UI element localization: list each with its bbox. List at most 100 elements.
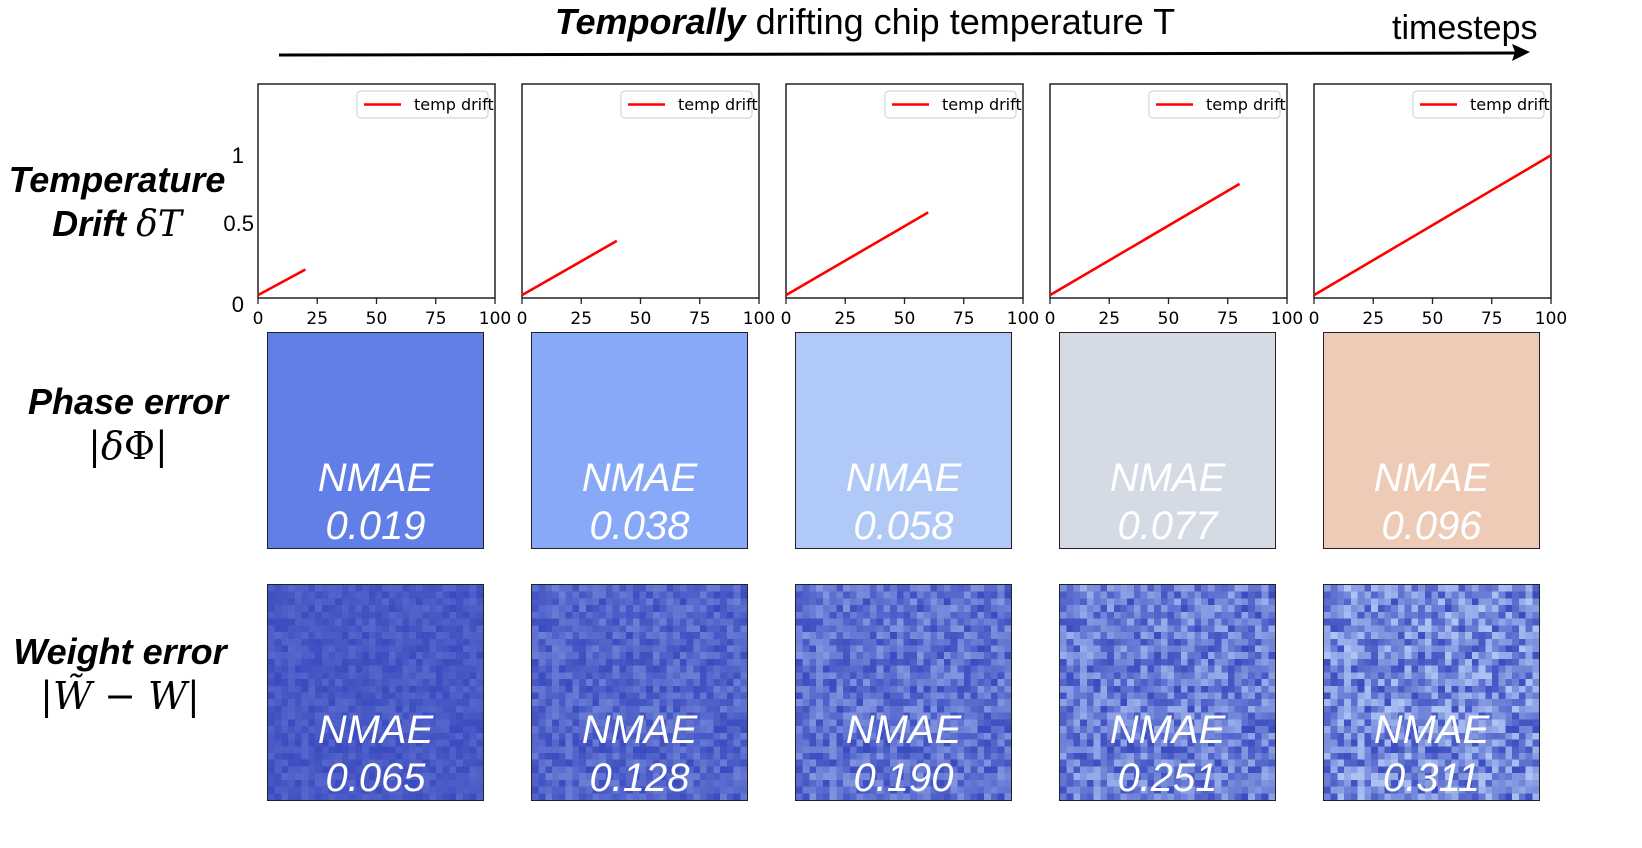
- math-bar-open: |: [88, 424, 101, 468]
- temp-drift-line: [521, 239, 618, 297]
- weight-error-panel: NMAE 0.251: [1059, 584, 1276, 801]
- nmae-value: 0.251: [1117, 756, 1218, 800]
- figure-title: Temporally drifting chip temperature T: [0, 0, 1642, 44]
- title-rest: drifting chip temperature T: [745, 1, 1176, 42]
- row-label-temperature: Temperature Drift δT: [0, 158, 234, 247]
- legend-label: temp drift: [942, 95, 1022, 114]
- xtick-label: 50: [630, 309, 652, 329]
- row-label-phase: Phase error |δΦ|: [0, 380, 256, 469]
- ytick-label: 0.5: [223, 211, 254, 236]
- phase-error-panel: NMAE 0.096: [1323, 332, 1540, 549]
- legend-box: [1148, 90, 1281, 119]
- phase-error-panel: NMAE 0.019: [267, 332, 484, 549]
- xtick-label: 75: [953, 309, 975, 329]
- nmae-label: NMAE: [1373, 456, 1490, 500]
- xtick-label: 50: [1158, 309, 1180, 329]
- xtick-label: 100: [1535, 309, 1567, 329]
- row-label-weight: Weight error |W̃ − W|: [0, 630, 240, 718]
- row-label-weight-math: |W̃ − W|: [40, 674, 200, 718]
- legend-label: temp drift: [1206, 95, 1286, 114]
- legend-box: [884, 90, 1017, 119]
- nmae-value: 0.065: [325, 756, 426, 800]
- nmae-label: NMAE: [1373, 708, 1490, 752]
- nmae-value: 0.190: [853, 756, 954, 800]
- xtick-label: 25: [570, 309, 592, 329]
- legend-box: [620, 90, 753, 119]
- weight-error-panel: NMAE 0.311: [1323, 584, 1540, 801]
- row-label-temperature-math: δT: [136, 204, 182, 245]
- legend-label: temp drift: [678, 95, 758, 114]
- arrow-head-icon: [1512, 44, 1530, 61]
- xtick-label: 75: [689, 309, 711, 329]
- weight-error-heatmap: [1060, 585, 1275, 800]
- phase-error-panel: NMAE 0.077: [1059, 332, 1276, 549]
- nmae-label: NMAE: [317, 708, 434, 752]
- phase-error-panel: NMAE 0.038: [531, 332, 748, 549]
- xtick-label: 0: [253, 309, 264, 329]
- nmae-value: 0.019: [325, 504, 426, 548]
- xtick-label: 0: [1045, 309, 1056, 329]
- plot-frame: [1049, 83, 1288, 299]
- xtick-label: 50: [1422, 309, 1444, 329]
- legend-box: [1412, 90, 1545, 119]
- nmae-label: NMAE: [581, 456, 698, 500]
- row-label-phase-math: |δΦ|: [0, 424, 256, 469]
- timesteps-arrow: [278, 44, 1530, 61]
- xtick-label: 25: [1098, 309, 1120, 329]
- row-label-phase-line1: Phase error: [27, 381, 229, 422]
- plot-frame: [1313, 83, 1552, 299]
- row-label-temperature-line2: Drift δT: [0, 202, 234, 247]
- nmae-label: NMAE: [845, 708, 962, 752]
- nmae-value: 0.128: [589, 756, 690, 800]
- arrow-shaft: [278, 51, 1519, 57]
- xtick-label: 25: [834, 309, 856, 329]
- legend-label: temp drift: [414, 95, 494, 114]
- nmae-value: 0.077: [1117, 504, 1218, 548]
- weight-error-panel: NMAE 0.128: [531, 584, 748, 801]
- xtick-label: 75: [1481, 309, 1503, 329]
- xtick-label: 100: [743, 309, 775, 329]
- nmae-value: 0.058: [853, 504, 954, 548]
- ytick-label: 0: [231, 292, 244, 317]
- xtick-label: 0: [1309, 309, 1320, 329]
- temperature-drift-plots: 0 25 50 75 100 temp drift 0 25 50 75 100 temp drift…: [253, 83, 1567, 329]
- xtick-label: 25: [1362, 309, 1384, 329]
- weight-error-heatmap: [1324, 585, 1539, 800]
- row-label-weight-line1: Weight error: [13, 631, 227, 672]
- temp-drift-line: [257, 268, 307, 297]
- weight-error-heatmap: [796, 585, 1011, 800]
- nmae-value: 0.096: [1381, 504, 1482, 548]
- xtick-label: 100: [1007, 309, 1039, 329]
- xtick-label: 100: [479, 309, 511, 329]
- xtick-label: 100: [1271, 309, 1303, 329]
- xtick-label: 50: [894, 309, 916, 329]
- title-emphasis: Temporally: [554, 1, 746, 42]
- math-phi: Φ: [123, 424, 156, 468]
- row-label-temperature-line1: Temperature: [8, 159, 226, 200]
- legend-label: temp drift: [1470, 95, 1550, 114]
- weight-error-heatmap: [268, 585, 483, 800]
- row-label-temperature-text: Drift: [52, 203, 137, 244]
- xtick-label: 0: [517, 309, 528, 329]
- weight-error-panel: NMAE 0.190: [795, 584, 1012, 801]
- temp-drift-line: [1313, 154, 1552, 297]
- math-delta: δ: [100, 424, 124, 468]
- temp-drift-line: [785, 211, 929, 297]
- nmae-label: NMAE: [317, 456, 434, 500]
- math-bar-close: |: [155, 424, 168, 468]
- phase-error-panel: NMAE 0.058: [795, 332, 1012, 549]
- nmae-label: NMAE: [1109, 708, 1226, 752]
- nmae-value: 0.038: [589, 504, 690, 548]
- weight-error-panel: NMAE 0.065: [267, 584, 484, 801]
- nmae-label: NMAE: [1109, 456, 1226, 500]
- timesteps-label: timesteps: [1392, 9, 1538, 47]
- nmae-value: 0.311: [1382, 756, 1481, 800]
- temp-drift-line: [1049, 182, 1241, 297]
- plot-frame: [785, 83, 1024, 299]
- xtick-label: 25: [306, 309, 328, 329]
- xtick-label: 0: [781, 309, 792, 329]
- nmae-label: NMAE: [845, 456, 962, 500]
- xtick-label: 50: [366, 309, 388, 329]
- legend-box: [356, 90, 489, 119]
- xtick-label: 75: [425, 309, 447, 329]
